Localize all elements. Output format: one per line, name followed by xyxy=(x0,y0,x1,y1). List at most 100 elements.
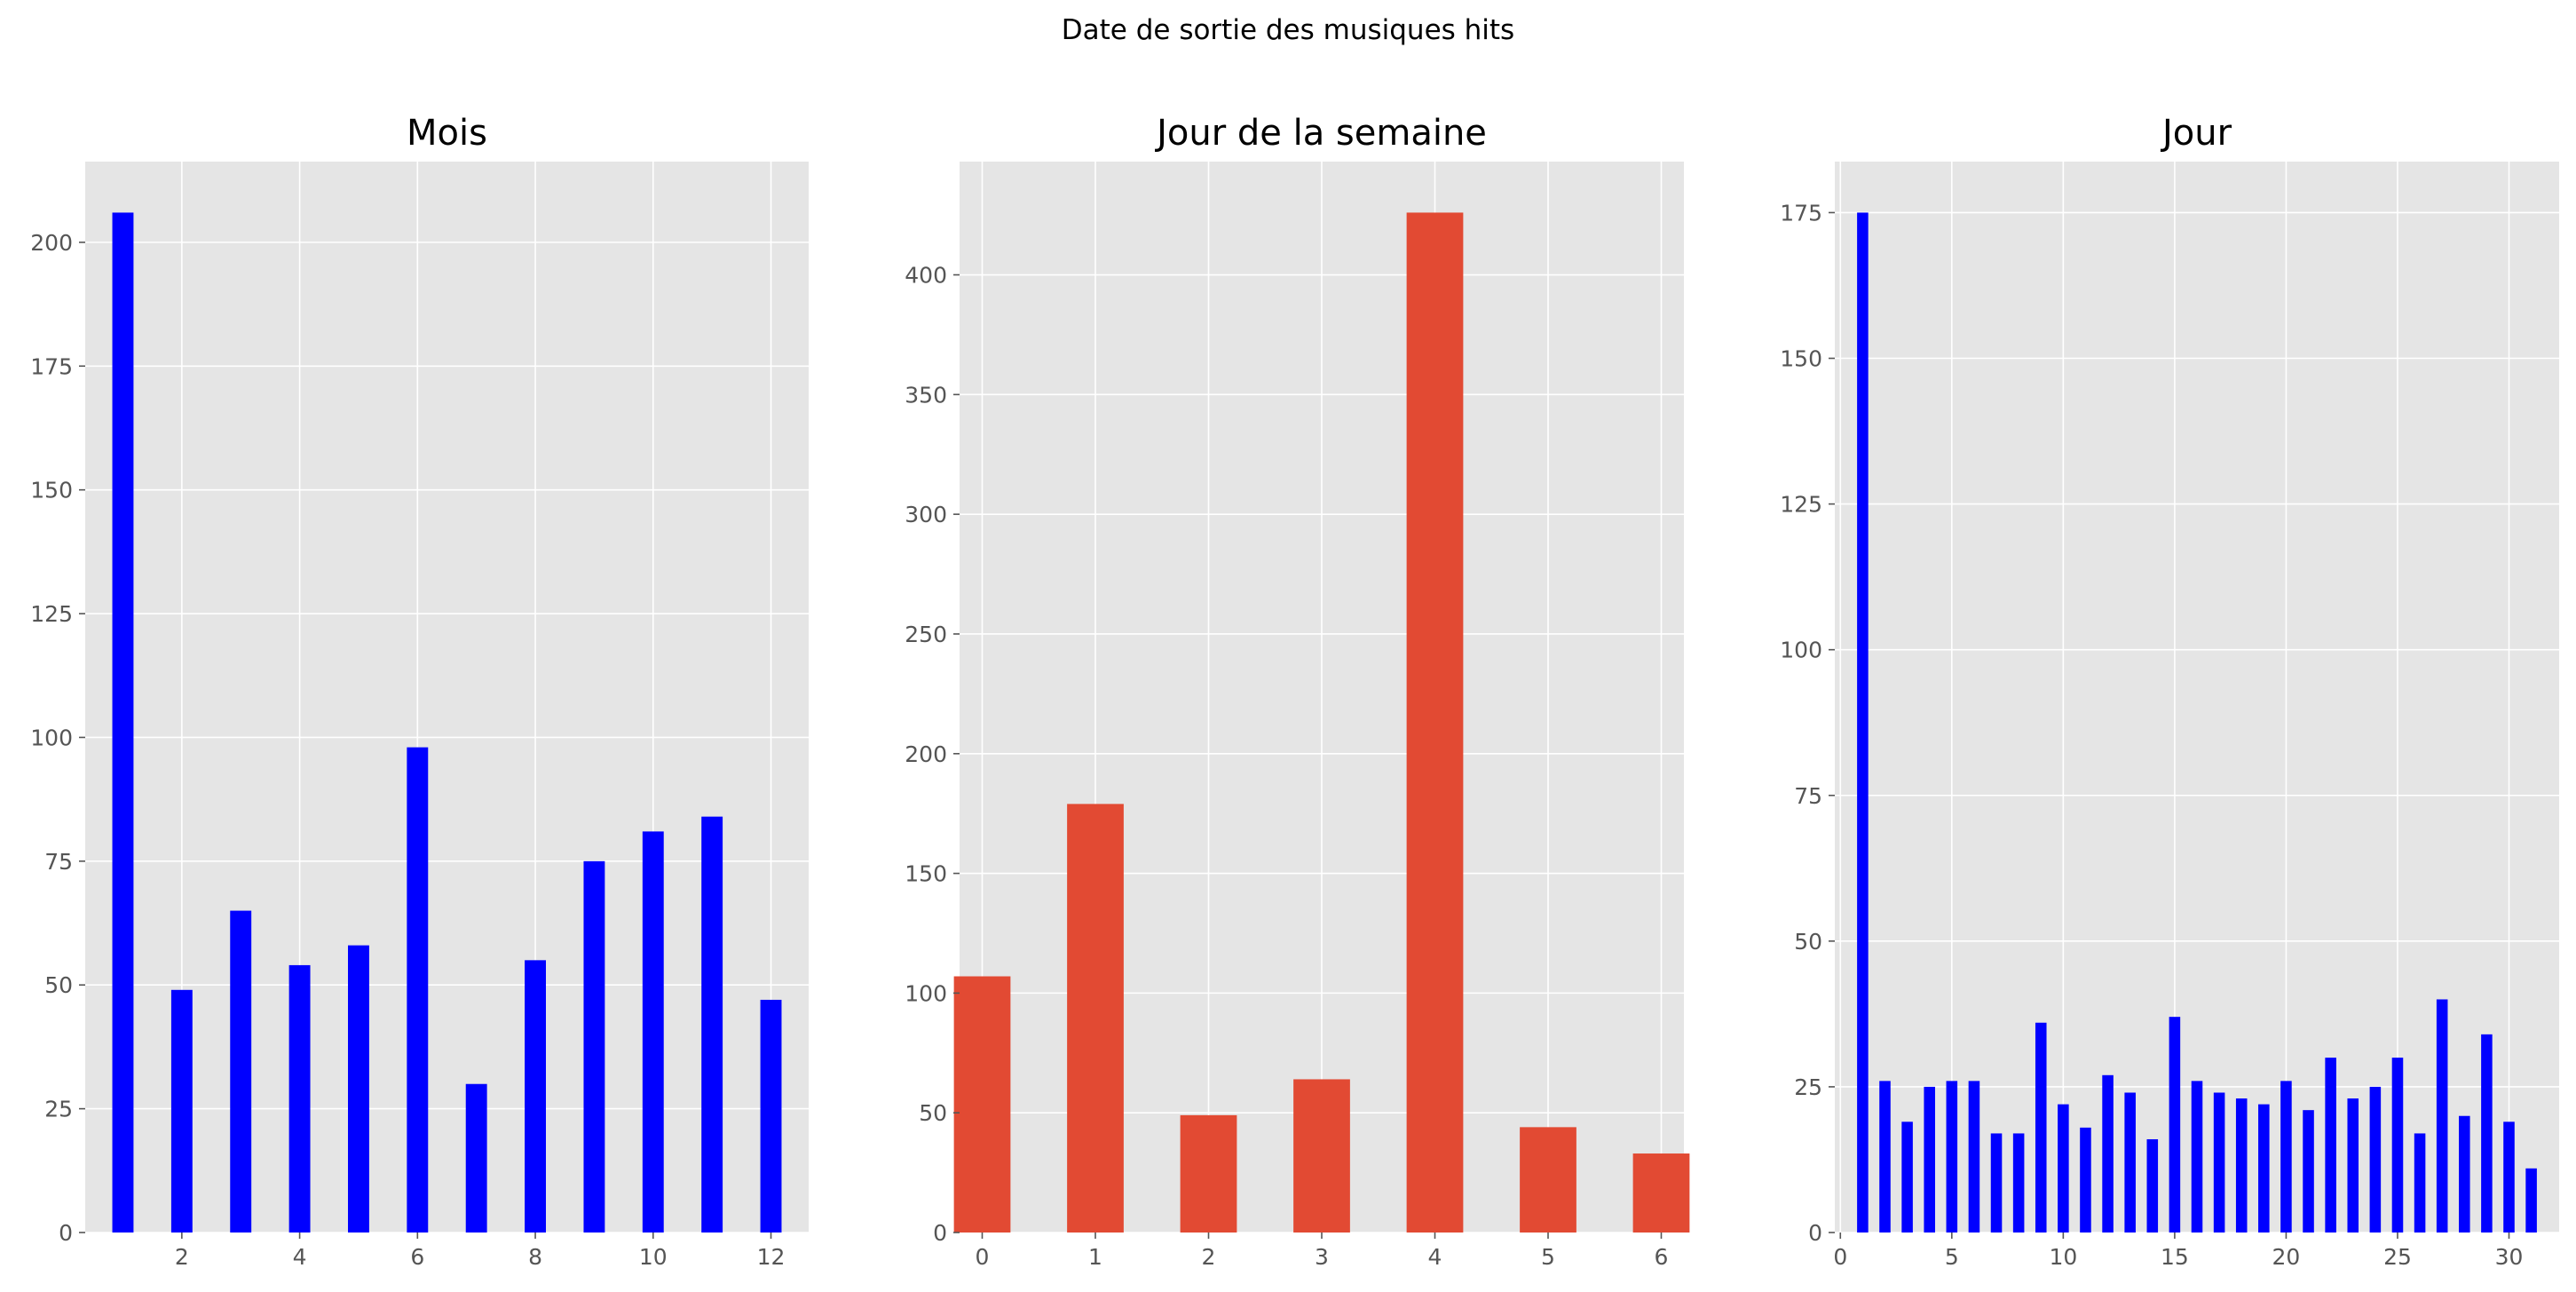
y-tick-label: 0 xyxy=(1808,1220,1822,1246)
y-tick-label: 0 xyxy=(933,1220,947,1246)
bar-12 xyxy=(760,999,782,1233)
y-tick-label: 150 xyxy=(30,478,73,503)
bar-1 xyxy=(1857,212,1869,1233)
x-tick-label: 4 xyxy=(1428,1244,1442,1270)
bar-23 xyxy=(2347,1098,2359,1233)
bar-6 xyxy=(1968,1081,1980,1233)
y-tick-label: 350 xyxy=(905,382,947,408)
bar-14 xyxy=(2146,1138,2159,1233)
bar-17 xyxy=(2213,1092,2225,1233)
bar-13 xyxy=(2124,1092,2136,1233)
subplot-jour: 0 5 10 15 20 25 30 0 25 50 75 100 125 150 175 Jour xyxy=(1780,113,2559,1270)
bar-29 xyxy=(2481,1034,2493,1233)
bar-9 xyxy=(583,860,605,1233)
bar-19 xyxy=(2258,1104,2270,1233)
bar-15 xyxy=(2169,1017,2181,1233)
bar-4 xyxy=(1924,1086,1935,1233)
bar-3 xyxy=(1901,1122,1913,1233)
x-tick-label: 25 xyxy=(2383,1244,2412,1270)
subplot-title: Mois xyxy=(407,113,487,154)
x-tick-label: 0 xyxy=(976,1244,990,1270)
bar-31 xyxy=(2525,1168,2537,1233)
bar-5 xyxy=(348,945,369,1233)
bar-4 xyxy=(1406,212,1464,1233)
subplot-title: Jour xyxy=(2160,113,2232,154)
x-tick-label: 6 xyxy=(1655,1244,1669,1270)
x-tick-label: 2 xyxy=(175,1244,189,1270)
bar-5 xyxy=(1520,1127,1576,1233)
x-tick-label: 5 xyxy=(1945,1244,1959,1270)
y-tick-label: 100 xyxy=(1780,638,1822,663)
x-tick-label: 5 xyxy=(1541,1244,1555,1270)
bar-7 xyxy=(1990,1133,2003,1233)
bar-6 xyxy=(1632,1153,1690,1233)
y-tick-label: 100 xyxy=(30,725,73,750)
bar-10 xyxy=(642,831,664,1233)
x-tick-label: 12 xyxy=(757,1244,786,1270)
bar-1 xyxy=(112,212,134,1233)
y-tick-label: 50 xyxy=(1794,929,1822,955)
bar-0 xyxy=(953,976,1011,1233)
y-tick-label: 250 xyxy=(905,622,947,647)
bar-30 xyxy=(2503,1122,2515,1233)
plot-background xyxy=(1835,162,2559,1233)
y-tick-label: 75 xyxy=(44,849,73,875)
y-tick-label: 200 xyxy=(30,230,73,256)
bar-24 xyxy=(2369,1086,2382,1233)
y-tick-label: 175 xyxy=(1780,200,1822,226)
bar-11 xyxy=(701,816,723,1233)
bar-4 xyxy=(288,964,311,1233)
bar-27 xyxy=(2436,999,2448,1233)
y-tick-label: 50 xyxy=(44,972,73,998)
bar-22 xyxy=(2325,1058,2336,1233)
x-tick-label: 4 xyxy=(293,1244,307,1270)
y-tick-label: 125 xyxy=(1780,492,1822,518)
figure-suptitle: Date de sortie des musiques hits xyxy=(1062,14,1514,46)
y-tick-label: 25 xyxy=(1794,1074,1822,1100)
bar-21 xyxy=(2303,1110,2314,1233)
bar-18 xyxy=(2235,1098,2248,1233)
bar-2 xyxy=(1879,1081,1891,1233)
bar-26 xyxy=(2414,1133,2426,1233)
bar-11 xyxy=(2080,1127,2091,1233)
plot-background xyxy=(85,162,809,1233)
bar-3 xyxy=(230,910,252,1233)
x-tick-label: 0 xyxy=(1833,1244,1847,1270)
bar-20 xyxy=(2280,1081,2292,1233)
bar-8 xyxy=(2012,1133,2025,1233)
y-tick-label: 0 xyxy=(59,1220,73,1246)
subplot-mois: 2 4 6 8 10 12 0 25 50 75 100 125 150 175 200 Mois xyxy=(30,113,809,1270)
bar-1 xyxy=(1067,804,1124,1233)
bar-5 xyxy=(1946,1081,1958,1233)
bar-28 xyxy=(2459,1115,2470,1233)
bar-10 xyxy=(2058,1104,2069,1233)
bar-12 xyxy=(2102,1074,2114,1233)
y-tick-label: 175 xyxy=(30,353,73,379)
x-tick-label: 3 xyxy=(1315,1244,1329,1270)
x-tick-label: 6 xyxy=(410,1244,424,1270)
y-tick-label: 25 xyxy=(44,1097,73,1122)
bar-8 xyxy=(525,960,546,1233)
x-tick-label: 15 xyxy=(2161,1244,2189,1270)
y-tick-label: 125 xyxy=(30,601,73,627)
subplot-jour-de-la-semaine: 0 1 2 3 4 5 6 0 50 100 150 200 250 300 350 400 Jour de l… xyxy=(905,113,1690,1270)
y-tick-label: 100 xyxy=(905,980,947,1006)
y-tick-label: 200 xyxy=(905,741,947,767)
bar-6 xyxy=(407,747,429,1233)
y-tick-label: 300 xyxy=(905,502,947,527)
y-tick-label: 75 xyxy=(1794,783,1822,809)
bar-25 xyxy=(2391,1058,2404,1233)
x-tick-label: 2 xyxy=(1202,1244,1216,1270)
bar-16 xyxy=(2191,1081,2203,1233)
x-tick-label: 20 xyxy=(2272,1244,2301,1270)
bar-3 xyxy=(1293,1079,1350,1233)
y-tick-label: 400 xyxy=(905,263,947,289)
subplot-title: Jour de la semaine xyxy=(1154,113,1487,154)
bar-2 xyxy=(1180,1114,1237,1233)
x-tick-label: 10 xyxy=(2049,1244,2077,1270)
x-tick-label: 8 xyxy=(528,1244,542,1270)
x-tick-label: 1 xyxy=(1088,1244,1102,1270)
bar-7 xyxy=(465,1083,487,1233)
